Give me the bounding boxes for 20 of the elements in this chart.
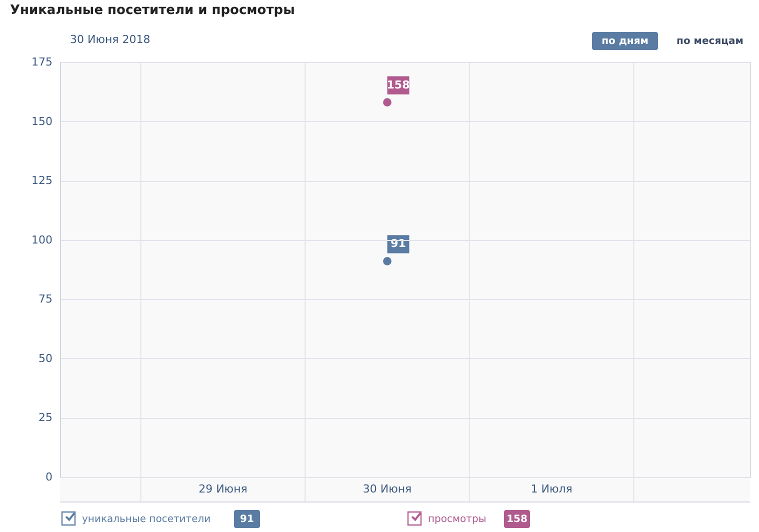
chart-subtitle: 30 Июня 2018 bbox=[70, 33, 150, 46]
text: по месяцам bbox=[676, 36, 744, 47]
text: по дням bbox=[602, 36, 648, 47]
y-tick-label: 175 bbox=[32, 56, 52, 68]
legend-label: просмотры bbox=[428, 514, 486, 525]
chart-title: Уникальные посетители и просмотры bbox=[10, 3, 295, 18]
data-label: 158 bbox=[386, 78, 410, 92]
x-tick-label: 30 Июня bbox=[362, 482, 412, 496]
y-tick-label: 150 bbox=[32, 114, 52, 128]
y-tick-label: 125 bbox=[32, 174, 52, 188]
x-tick-label: 29 Июня bbox=[198, 482, 248, 496]
text: 91 bbox=[240, 514, 254, 525]
y-tick-label: 25 bbox=[38, 411, 52, 424]
x-tick-label: 1 Июля bbox=[530, 482, 572, 496]
y-tick-label: 75 bbox=[38, 292, 52, 306]
y-tick-label: 0 bbox=[46, 470, 52, 484]
text: 158 bbox=[506, 514, 528, 525]
y-tick-label: 100 bbox=[32, 233, 52, 246]
y-tick-label: 50 bbox=[38, 352, 52, 365]
legend-label: уникальные посетители bbox=[82, 514, 211, 525]
